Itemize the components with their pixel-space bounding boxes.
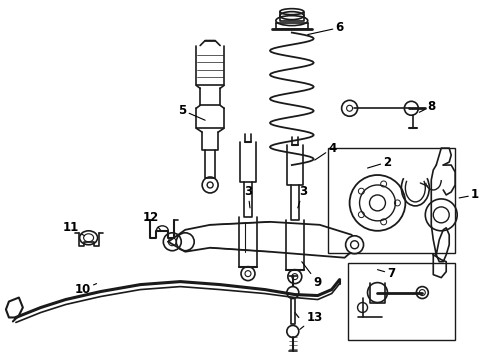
Text: 3: 3 [298, 185, 307, 208]
Text: 6: 6 [308, 21, 344, 35]
Text: 7: 7 [377, 267, 395, 280]
Text: 3: 3 [244, 185, 252, 208]
Bar [347, 263, 455, 340]
Circle shape [345, 236, 364, 254]
Text: 12: 12 [142, 211, 160, 230]
Text: 13: 13 [300, 311, 323, 329]
Bar [328, 148, 455, 253]
Circle shape [349, 175, 405, 231]
Text: 2: 2 [368, 156, 392, 168]
Text: 11: 11 [63, 221, 85, 236]
Text: 5: 5 [178, 104, 205, 120]
Text: 10: 10 [74, 283, 97, 296]
Text: 4: 4 [315, 141, 337, 160]
Text: 8: 8 [419, 100, 436, 113]
Text: 9: 9 [302, 262, 322, 289]
Text: 1: 1 [459, 188, 479, 202]
